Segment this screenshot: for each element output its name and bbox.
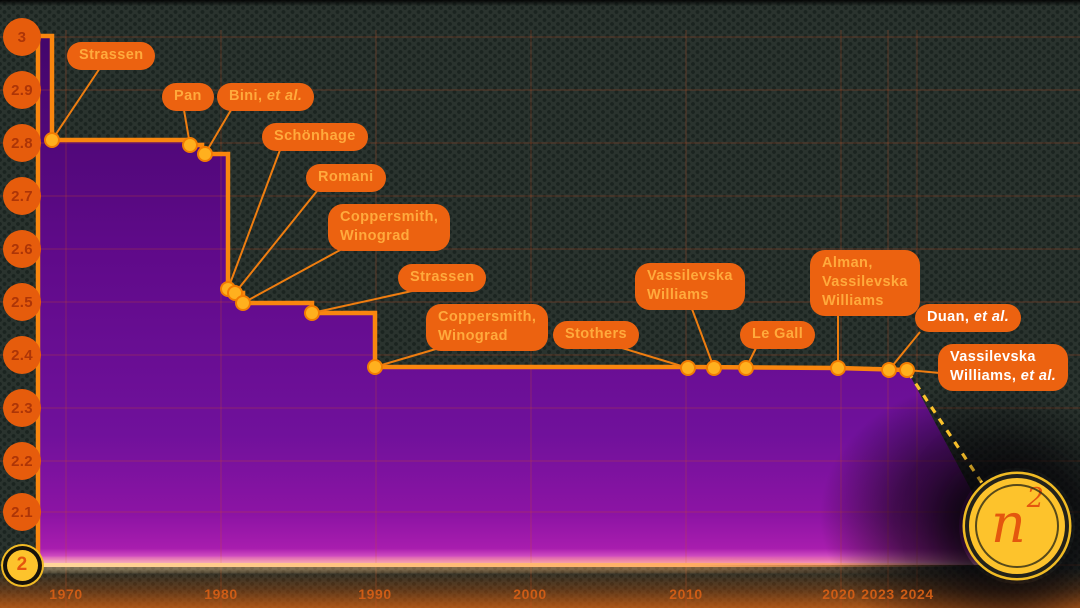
label-connector-line-6 xyxy=(311,290,413,314)
milestone-label-12: Duan, et al. xyxy=(915,304,1022,332)
y-axis-tick-2.3: 2.3 xyxy=(3,389,41,427)
y-axis-tick-2.6: 2.6 xyxy=(3,230,41,268)
data-point-dot-1 xyxy=(182,137,198,153)
data-point-dot-10 xyxy=(738,360,754,376)
top-shade xyxy=(0,0,1080,6)
y-axis-tick-2.2: 2.2 xyxy=(3,442,41,480)
label-connector-line-12 xyxy=(888,331,921,371)
milestone-label-text: Vassilevska Williams xyxy=(647,268,733,303)
y-axis-tick-2.8: 2.8 xyxy=(3,124,41,162)
label-connector-line-4 xyxy=(234,190,318,294)
x-axis-label-1970: 1970 xyxy=(49,586,83,602)
milestone-label-10: Le Gall xyxy=(740,321,816,349)
milestone-label-13: Vassilevska Williams, et al. xyxy=(938,344,1069,391)
milestone-label-0: Strassen xyxy=(67,42,156,70)
y-axis-tick-2.7: 2.7 xyxy=(3,177,41,215)
data-point-dot-7 xyxy=(367,359,383,375)
milestone-label-text: Le Gall xyxy=(752,326,804,342)
milestone-label-2: Bini, et al. xyxy=(217,83,315,111)
milestone-label-text: Alman, Vassilevska Williams xyxy=(822,255,908,309)
data-point-dot-2 xyxy=(197,146,213,162)
label-connector-line-9 xyxy=(691,308,715,369)
y-axis-tick-2: 2 xyxy=(6,549,38,581)
data-point-dot-8 xyxy=(680,360,696,376)
data-point-dot-0 xyxy=(44,132,60,148)
milestone-label-italic: et al. xyxy=(266,88,303,104)
milestone-label-text: Schönhage xyxy=(274,128,356,144)
omega-area-fill xyxy=(38,36,1003,565)
y-axis-tick-3: 3 xyxy=(3,18,41,56)
milestone-label-5: Coppersmith, Winograd xyxy=(328,204,451,251)
milestone-label-text: Strassen xyxy=(410,269,475,285)
milestone-label-text: Pan xyxy=(174,88,202,104)
projection-dashed-line xyxy=(906,371,986,487)
x-axis-label-2000: 2000 xyxy=(513,586,547,602)
milestone-label-6: Strassen xyxy=(398,264,487,292)
y-axis-tick-2.9: 2.9 xyxy=(3,71,41,109)
x-axis-label-2024: 2024 xyxy=(900,586,934,602)
milestone-label-text: Coppersmith, Winograd xyxy=(438,309,537,344)
data-point-dot-12 xyxy=(881,362,897,378)
milestone-label-text: Bini, xyxy=(229,88,267,104)
x-axis-label-2010: 2010 xyxy=(669,586,703,602)
milestone-label-text: Coppersmith, Winograd xyxy=(340,209,439,244)
milestone-label-4: Romani xyxy=(306,164,386,192)
asymptote-glow-line xyxy=(36,563,968,567)
milestone-label-text: Stothers xyxy=(565,326,628,342)
label-connector-line-7 xyxy=(374,348,437,368)
x-axis-label-2023: 2023 xyxy=(861,586,895,602)
milestone-label-3: Schönhage xyxy=(262,123,368,151)
label-connector-line-5 xyxy=(242,248,343,304)
milestone-label-9: Vassilevska Williams xyxy=(635,263,745,310)
x-axis-label-2020: 2020 xyxy=(822,586,856,602)
label-connector-line-0 xyxy=(51,67,101,141)
x-axis-label-1980: 1980 xyxy=(204,586,238,602)
data-point-dot-11 xyxy=(830,360,846,376)
n-squared-badge: n2 xyxy=(959,468,1075,584)
milestone-label-italic: et al. xyxy=(1020,368,1057,384)
milestone-label-8: Stothers xyxy=(553,321,640,349)
n-exponent: 2 xyxy=(1026,483,1044,514)
data-point-dot-6 xyxy=(304,305,320,321)
n-base: n xyxy=(991,492,1026,555)
y-axis-tick-2.1: 2.1 xyxy=(3,493,41,531)
label-connector-line-2 xyxy=(204,109,232,155)
y-axis-tick-2.4: 2.4 xyxy=(3,336,41,374)
label-connector-line-3 xyxy=(227,149,281,290)
milestone-label-text: Romani xyxy=(318,169,374,185)
n-squared-text: n2 xyxy=(991,485,1044,551)
milestone-label-11: Alman, Vassilevska Williams xyxy=(810,250,920,316)
data-point-dot-5 xyxy=(235,295,251,311)
x-axis-label-1990: 1990 xyxy=(358,586,392,602)
milestone-label-text: Strassen xyxy=(79,47,144,63)
milestone-label-1: Pan xyxy=(162,83,214,111)
label-connector-line-8 xyxy=(621,347,689,369)
milestone-label-italic: et al. xyxy=(973,309,1010,325)
milestone-label-text: Vassilevska Williams, xyxy=(950,349,1036,384)
milestone-label-7: Coppersmith, Winograd xyxy=(426,304,549,351)
data-point-dot-13 xyxy=(899,362,915,378)
data-point-dot-9 xyxy=(706,360,722,376)
milestone-label-text: Duan, xyxy=(927,309,974,325)
y-axis-tick-2.5: 2.5 xyxy=(3,283,41,321)
n-squared-disc: n2 xyxy=(969,478,1065,574)
